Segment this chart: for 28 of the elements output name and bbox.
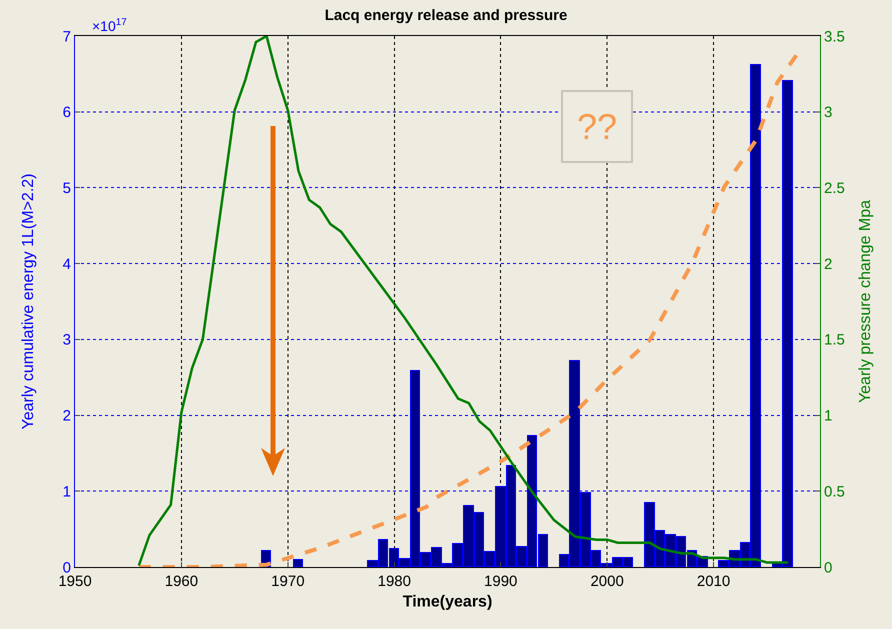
bar bbox=[293, 559, 303, 567]
y-axis-title: Yearly cumulative energy 1L(M>2.2) bbox=[20, 174, 37, 430]
x-tick-label: 1980 bbox=[378, 573, 411, 590]
y2-tick-label: 2 bbox=[824, 256, 832, 273]
y2-tick-label: 2.5 bbox=[824, 180, 845, 197]
y2-axis-title: Yearly pressure change Mpa bbox=[857, 200, 874, 404]
y-tick-label: 4 bbox=[62, 256, 71, 273]
y-tick-label: 6 bbox=[62, 104, 71, 122]
y2-tick-label: 0.5 bbox=[824, 483, 845, 500]
y2-tick-label: 1 bbox=[824, 408, 832, 425]
y-tick-label: 2 bbox=[62, 408, 71, 425]
x-tick-label: 1960 bbox=[164, 573, 198, 590]
chart-title: Lacq energy release and pressure bbox=[324, 6, 568, 24]
y-tick-label: 3 bbox=[62, 332, 71, 349]
y2-tick-label: 1.5 bbox=[824, 332, 845, 349]
y2-tick-label: 3 bbox=[824, 104, 832, 122]
annotation: ?? bbox=[577, 106, 618, 147]
y2-tick-label: 3.5 bbox=[824, 28, 845, 46]
y-tick-label: 7 bbox=[62, 28, 71, 46]
y2-tick-label: 0 bbox=[824, 559, 832, 576]
x-tick-label: 1990 bbox=[484, 573, 518, 590]
x-axis-title: Time(years) bbox=[402, 594, 492, 611]
y-tick-label: 1 bbox=[62, 483, 71, 500]
y-tick-label: 5 bbox=[62, 180, 71, 197]
x-tick-label: 1970 bbox=[271, 573, 305, 590]
x-tick-label: 2010 bbox=[696, 573, 730, 590]
x-tick-label: 2000 bbox=[590, 573, 624, 590]
text: ×10$^{17}$ bbox=[92, 17, 127, 34]
